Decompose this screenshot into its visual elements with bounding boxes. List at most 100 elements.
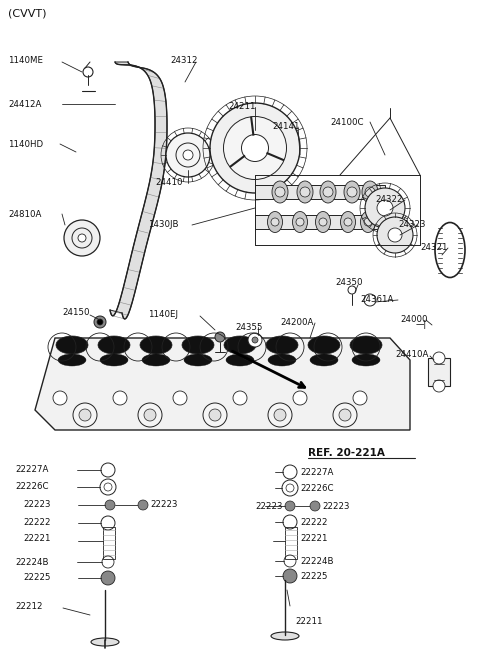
Text: 22225: 22225 [300,572,327,581]
Ellipse shape [352,354,380,366]
Circle shape [271,218,279,226]
Ellipse shape [340,212,356,233]
Circle shape [268,403,292,427]
Bar [255,215,385,229]
Circle shape [209,409,221,421]
Ellipse shape [310,354,338,366]
Text: 24361A: 24361A [360,295,394,304]
Circle shape [377,217,413,253]
Text: 22226C: 22226C [300,484,334,493]
Ellipse shape [292,212,308,233]
Circle shape [293,391,307,405]
Text: 22221: 22221 [300,534,327,543]
Text: 1140EJ: 1140EJ [148,310,178,319]
Text: 24412A: 24412A [8,100,41,109]
Text: 24200A: 24200A [280,318,313,327]
Circle shape [333,403,357,427]
Ellipse shape [58,354,86,366]
Circle shape [105,500,115,510]
Text: 24323: 24323 [398,220,425,229]
Circle shape [210,103,300,193]
Circle shape [319,218,327,226]
Circle shape [113,391,127,405]
Circle shape [365,188,405,228]
Ellipse shape [142,354,170,366]
Polygon shape [110,62,167,319]
Circle shape [433,352,445,364]
Circle shape [364,294,376,306]
Circle shape [97,319,103,325]
Text: 22223: 22223 [23,500,50,509]
Circle shape [215,332,225,342]
Circle shape [78,234,86,242]
Text: 24355: 24355 [235,323,263,332]
Circle shape [138,500,148,510]
Text: 22224B: 22224B [15,558,48,567]
Ellipse shape [362,181,378,203]
Text: 24141: 24141 [272,122,300,131]
Ellipse shape [344,181,360,203]
Circle shape [53,391,67,405]
Circle shape [241,134,268,162]
Text: (CVVT): (CVVT) [8,8,47,18]
Circle shape [285,501,295,511]
Circle shape [176,143,200,167]
Text: 22222: 22222 [300,518,327,527]
Text: 22227A: 22227A [15,465,48,474]
Ellipse shape [226,354,254,366]
Ellipse shape [184,354,212,366]
Circle shape [233,391,247,405]
Text: 24410A: 24410A [395,350,428,359]
Text: 24211: 24211 [228,102,255,111]
Text: 22223: 22223 [322,502,349,511]
Circle shape [144,409,156,421]
Ellipse shape [271,632,299,640]
Text: 24321: 24321 [420,243,447,252]
Text: 24000: 24000 [400,315,428,324]
Ellipse shape [360,212,375,233]
Circle shape [275,187,285,197]
Text: 22212: 22212 [15,602,43,611]
Ellipse shape [315,212,331,233]
Text: 24322: 24322 [375,195,403,204]
Circle shape [72,228,92,248]
Ellipse shape [182,336,214,354]
Text: 22225: 22225 [23,573,50,582]
Bar [428,358,450,386]
Text: 24150: 24150 [62,308,89,317]
Circle shape [353,391,367,405]
Ellipse shape [266,336,298,354]
Circle shape [224,117,287,179]
Circle shape [339,409,351,421]
Text: 24100C: 24100C [330,118,363,127]
Circle shape [310,501,320,511]
Text: 22227A: 22227A [300,468,334,477]
Circle shape [79,409,91,421]
Ellipse shape [308,336,340,354]
Ellipse shape [98,336,130,354]
Text: 22221: 22221 [23,534,50,543]
Circle shape [173,391,187,405]
Text: REF. 20-221A: REF. 20-221A [308,448,385,458]
Circle shape [248,333,262,347]
Circle shape [300,187,310,197]
Circle shape [347,187,357,197]
Ellipse shape [140,336,172,354]
Ellipse shape [224,336,256,354]
Circle shape [433,380,445,392]
Text: 24410: 24410 [155,178,182,187]
Text: 22223: 22223 [150,500,178,509]
Text: 24810A: 24810A [8,210,41,219]
Ellipse shape [350,336,382,354]
Bar [103,527,115,559]
Text: 22224B: 22224B [300,557,334,566]
Ellipse shape [267,212,283,233]
Ellipse shape [56,336,88,354]
Circle shape [94,316,106,328]
Circle shape [166,133,210,177]
Circle shape [344,218,352,226]
Circle shape [138,403,162,427]
Text: 1140HD: 1140HD [8,140,43,149]
Bar [285,527,297,559]
Circle shape [364,218,372,226]
